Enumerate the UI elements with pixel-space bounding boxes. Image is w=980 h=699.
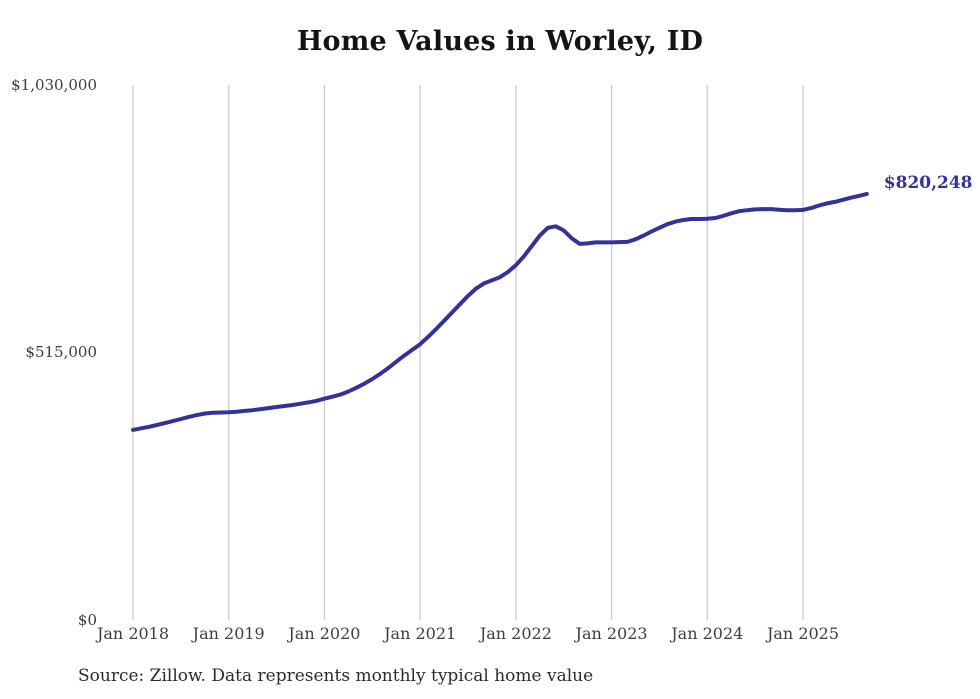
x-axis-label: Jan 2021: [384, 624, 457, 643]
x-axis-label: Jan 2019: [192, 624, 265, 643]
x-axis-label: Jan 2020: [288, 624, 361, 643]
source-note: Source: Zillow. Data represents monthly …: [78, 666, 594, 686]
x-axis-labels: Jan 2018 Jan 2019 Jan 2020 Jan 2021 Jan 2022…: [0, 624, 980, 648]
chart-title: Home Values in Worley, ID: [296, 26, 704, 57]
home-value-series-line: [131, 191, 869, 432]
x-axis-label: Jan 2023: [575, 624, 648, 643]
x-axis-label: Jan 2025: [766, 624, 840, 643]
y-axis-label-mid: $515,000: [25, 343, 97, 361]
x-axis-label: Jan 2018: [96, 624, 170, 643]
current-value-label: $820,248: [883, 172, 973, 193]
y-axis-label-zero: $0: [77, 611, 97, 629]
y-axis-label-max: $1,030,000: [11, 76, 97, 94]
x-axis-label: Jan 2022: [479, 624, 552, 643]
x-axis-label: Jan 2024: [671, 624, 744, 643]
vertical-gridlines: [132, 85, 804, 620]
